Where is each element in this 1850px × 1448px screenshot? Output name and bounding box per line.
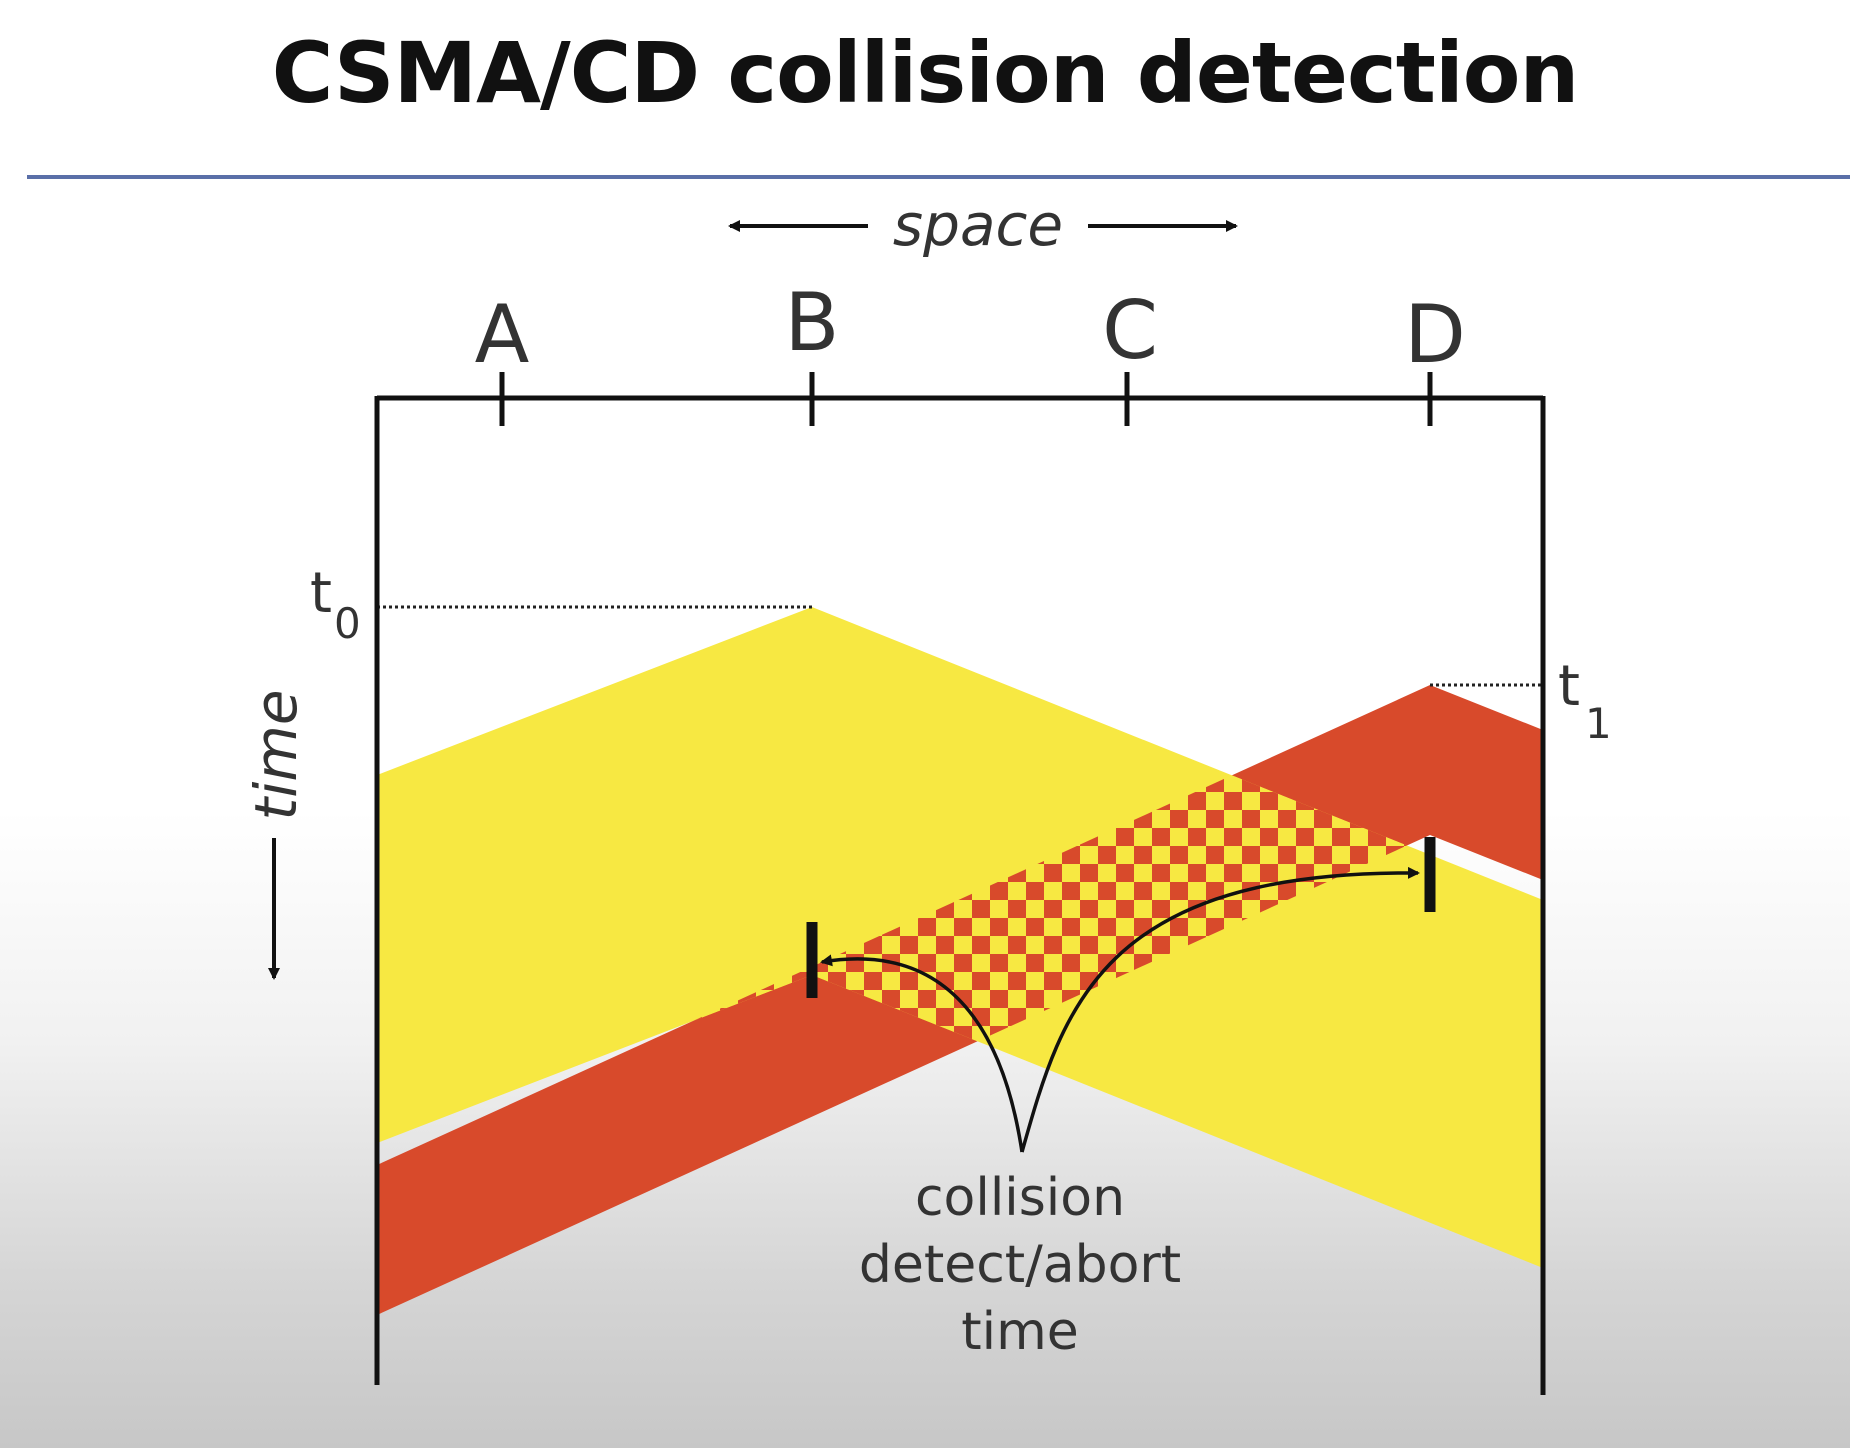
annotation-line-3: time — [961, 1302, 1078, 1362]
title-divider — [27, 175, 1850, 179]
node-b-label: B — [785, 276, 840, 369]
time-label: time — [242, 689, 310, 820]
node-c-label: C — [1102, 284, 1158, 377]
t1-label: t — [1558, 654, 1580, 719]
annotation-line-1: collision — [915, 1168, 1125, 1228]
t0-label: t — [310, 561, 332, 626]
t0-subscript: 0 — [334, 599, 361, 648]
annotation-curve-to-b — [820, 954, 1024, 1153]
node-d-label: D — [1404, 288, 1466, 381]
slide-title: CSMA/CD collision detection — [271, 24, 1580, 122]
annotation-line-2: detect/abort — [859, 1235, 1181, 1295]
annotation-curve-to-d — [1020, 866, 1420, 1153]
t1-subscript: 1 — [1585, 699, 1612, 748]
space-label: space — [893, 191, 1063, 259]
node-a-label: A — [475, 288, 530, 381]
